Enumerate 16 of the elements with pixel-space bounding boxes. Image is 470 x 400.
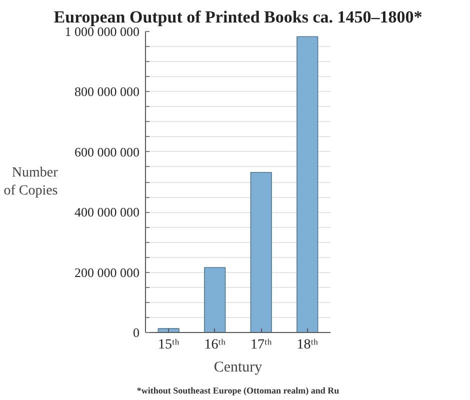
x-axis-title: Century <box>214 360 263 376</box>
y-tick-label: 800 000 000 <box>74 84 140 100</box>
x-tick-label: 15ᵗʰ <box>158 338 180 352</box>
y-tick-label: 400 000 000 <box>74 204 140 220</box>
bar <box>250 172 272 332</box>
y-tick-label: 0 <box>133 325 140 340</box>
chart-title: European Output of Printed Books ca. 1450–1800* <box>54 8 422 26</box>
x-tick-label: 17ᵗʰ <box>250 338 272 352</box>
bar <box>296 36 318 332</box>
y-tick-label: 200 000 000 <box>74 264 140 280</box>
y-tick-label: 600 000 000 <box>74 144 140 160</box>
bar <box>204 267 226 332</box>
x-tick-label: 18ᵗʰ <box>296 338 318 352</box>
text: *without Southeast Europe (Ottoman realm) and Ru <box>136 386 340 396</box>
y-axis-title: Number of Copies <box>4 166 58 198</box>
x-tick-label: 16ᵗʰ <box>204 338 226 352</box>
